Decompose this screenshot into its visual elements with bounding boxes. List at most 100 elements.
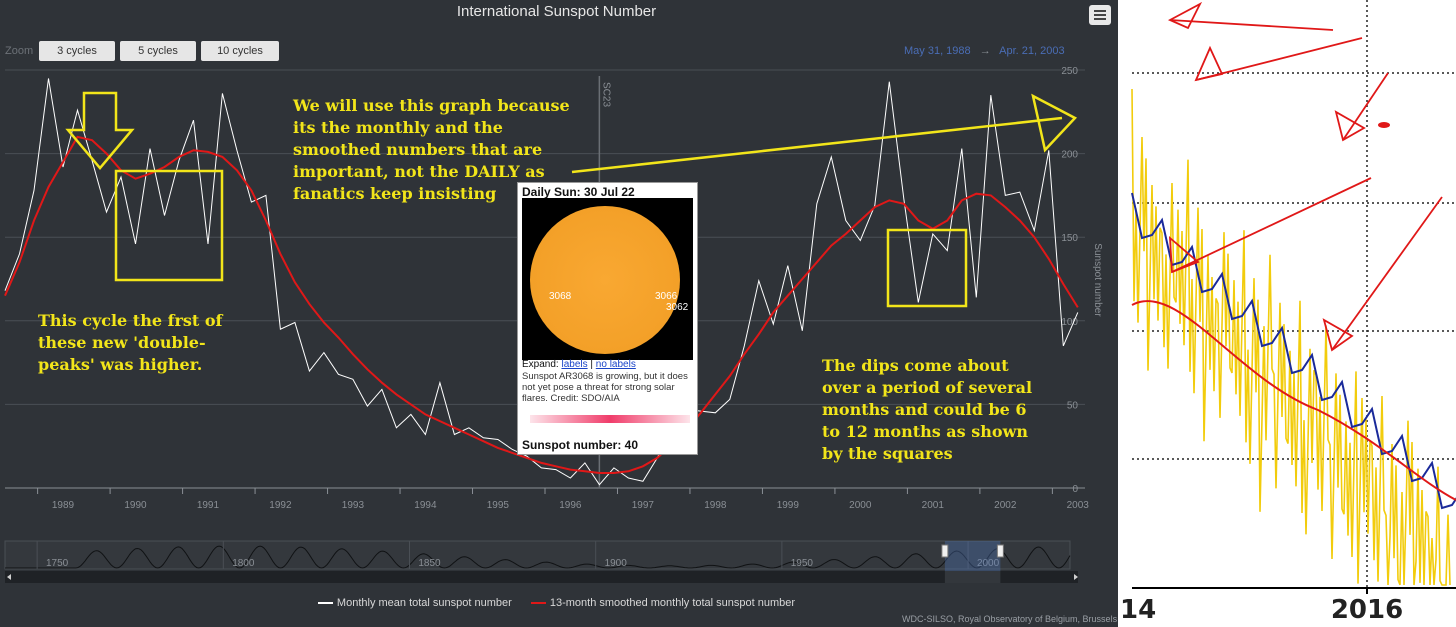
x-tick-label: 2000 [849,500,872,511]
hamburger-icon [1094,10,1106,12]
inset-chart: 14 2016 [1118,0,1456,627]
popup-title: Daily Sun: 30 Jul 22 [522,185,635,199]
inset-axis-area [1118,588,1456,627]
expand-label: Expand: [522,359,559,370]
sunspot-chart-panel: International Sunspot Number Zoom 3 cycl… [0,0,1118,627]
no-labels-link[interactable]: no labels [595,359,636,370]
x-tick-label: 1990 [124,500,147,511]
hamburger-icon-bar [1094,18,1106,20]
inset-x-label-left: 14 [1120,595,1156,625]
zoom-label: Zoom [5,45,34,57]
popup-sunspot-number: Sunspot number: 40 [522,438,639,452]
annotation-top-line: smoothed numbers that are [293,140,543,159]
navigator-tick-label: 1950 [791,558,814,569]
y-tick-label: 50 [1067,400,1079,411]
yellow-down-arrow [65,91,135,170]
scroll-right-icon [1074,574,1078,580]
inset-red-dot [1378,122,1390,128]
inset-raw-series [1131,88,1451,586]
legend-swatch [530,602,546,605]
x-tick-label: 1989 [52,500,75,511]
navigator-scrollbar-thumb [944,571,1001,583]
x-tick-label: 1996 [559,500,582,511]
inset-red-arrow [1195,37,1363,81]
x-tick-label: 1993 [342,500,365,511]
x-tick-label: 1997 [632,500,655,511]
yellow-long-arrow-shaft [571,116,1063,174]
navigator-tick-label: 1850 [418,558,441,569]
legend-label: Monthly mean total sunspot number [336,597,512,609]
labels-link[interactable]: labels [561,359,588,370]
chart-title: International Sunspot Number [456,3,657,20]
chart-menu-button[interactable] [1089,5,1111,25]
legend-item-monthly[interactable]: Monthly mean total sunspot number [317,597,512,609]
inset-red-arrow [1171,177,1372,273]
yellow-arrow-head [1031,93,1078,153]
annotation-left-line: This cycle the frst of [38,311,223,330]
legend-item-smoothed[interactable]: 13-month smoothed monthly total sunspot … [530,597,796,609]
monthly-mean-line [4,78,1079,486]
range-arrow: → [979,45,991,57]
navigator-tick-label: 2000 [977,558,1000,569]
smoothed-line [4,135,1079,474]
annotation-top-line: We will use this graph because [293,96,570,115]
annotation-right-line: to 12 months as shown [822,422,1028,441]
spot-label: 3066 [655,291,678,302]
yellow-square-right [886,228,968,308]
sc23-marker-label: SC23 [600,82,611,107]
hamburger-icon-bar [1094,14,1106,16]
annotation-right: The dips come about over a period of sev… [822,355,1032,465]
x-tick-label: 2001 [922,500,945,511]
y-axis-label: Sunspot number [1092,243,1103,317]
inset-chart-panel: 14 2016 [1118,0,1456,627]
daily-sun-popup: Daily Sun: 30 Jul 22 3068 3066 3062 Expa… [517,182,698,455]
inset-blue-series [1131,192,1456,510]
sun-disc [530,206,680,354]
zoom-3-cycles-button[interactable]: 3 cycles [39,41,115,61]
sun-image: 3068 3066 3062 [522,198,693,360]
scroll-left-icon [7,574,11,580]
range-to[interactable]: Apr. 21, 2003 [999,45,1065,57]
spot-label: 3062 [666,302,689,313]
navigator-scrollbar-track [5,571,1078,583]
annotation-right-line: months and could be 6 [822,400,1027,419]
x-tick-label: 1992 [269,500,292,511]
navigator-tick-label: 1750 [46,558,69,569]
y-tick-label: 200 [1061,150,1078,161]
yellow-square-left [114,169,224,282]
navigator-handle-left [941,544,949,558]
x-tick-label: 2003 [1067,500,1090,511]
inset-red-arrow [1169,19,1334,31]
inset-red-arrow [1331,196,1443,351]
x-tick-label: 1991 [197,500,220,511]
annotation-top-line: its the monthly and the [293,118,503,137]
inset-red-series [1131,300,1456,501]
inset-red-arrowhead [1194,45,1224,82]
inset-x-label-right: 2016 [1331,595,1403,625]
zoom-10-cycles-button[interactable]: 10 cycles [201,41,279,61]
annotation-left-line: these new 'double- [38,333,206,352]
zoom-5-cycles-button[interactable]: 5 cycles [120,41,196,61]
navigator-tick-label: 1900 [605,558,628,569]
navigator-tick-label: 1800 [232,558,255,569]
range-from[interactable]: May 31, 1988 [904,45,971,57]
annotation-left-line: peaks' was higher. [38,355,203,374]
navigator-series [5,545,1071,569]
legend-label: 13-month smoothed monthly total sunspot … [549,597,796,609]
legend-swatch [317,602,333,605]
inset-red-arrow [1342,72,1389,141]
inset-red-arrowhead [1168,235,1200,274]
y-tick-label: 100 [1061,317,1078,328]
popup-gradient-bar [530,415,690,423]
navigator-handle-right [996,544,1004,558]
y-tick-label: 150 [1061,233,1078,244]
credit: WDC-SILSO, Royal Observatory of Belgium,… [902,614,1118,624]
inset-red-arrowhead [1334,110,1366,142]
spot-label: 3068 [549,291,572,302]
y-tick-label: 250 [1061,66,1078,77]
x-tick-label: 2002 [994,500,1017,511]
expand-separator: | [590,359,594,370]
annotation-right-line: The dips come about [822,356,1009,375]
annotation-top: We will use this graph because its the m… [293,95,570,205]
annotation-right-line: by the squares [822,444,953,463]
